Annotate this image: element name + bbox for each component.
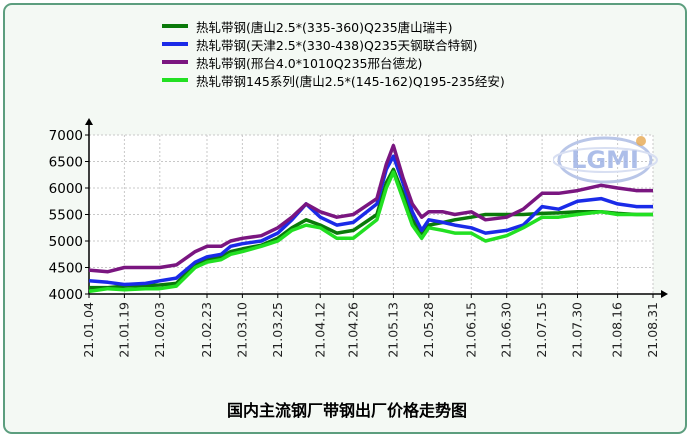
legend-swatch (162, 60, 188, 64)
series-line-4 (88, 170, 653, 294)
y-tick-label: 6500 (49, 155, 83, 171)
x-tick-label: 21.04.12 (312, 302, 327, 358)
x-tick-label: 21.07.30 (569, 302, 584, 358)
y-tick-label: 7000 (49, 128, 83, 144)
x-tick-label: 21.06.15 (463, 302, 478, 358)
x-tick-label: 21.05.13 (385, 302, 400, 358)
legend-swatch (162, 78, 188, 82)
legend-swatch (162, 42, 188, 46)
x-tick-label: 21.01.04 (81, 302, 96, 358)
legend-label: 热轧带钢(唐山2.5*(335-360)Q235唐山瑞丰) (196, 19, 453, 35)
legend-item-2: 热轧带钢(天津2.5*(330-438)Q235天钢联合特钢) (162, 35, 478, 53)
x-tick-label: 21.03.10 (234, 302, 249, 358)
legend-item-3: 热轧带钢(邢台4.0*1010Q235邢台德龙) (162, 53, 422, 71)
x-tick-label: 21.03.25 (270, 302, 285, 358)
legend-item-1: 热轧带钢(唐山2.5*(335-360)Q235唐山瑞丰) (162, 17, 453, 35)
legend-swatch (162, 24, 188, 28)
legend-label: 热轧带钢145系列(唐山2.5*(145-162)Q195-235经安) (196, 73, 505, 89)
y-axis-arrow (85, 118, 93, 125)
x-tick-label: 21.05.28 (421, 302, 436, 358)
legend-label: 热轧带钢(邢台4.0*1010Q235邢台德龙) (196, 55, 423, 71)
x-tick-label: 21.01.19 (116, 302, 131, 358)
x-axis-arrow (661, 290, 668, 298)
series-line-3 (88, 143, 653, 274)
x-tick-label: 21.08.31 (645, 302, 660, 358)
chart-frame: 4000 4500 5000 5500 6000 6500 7000 21.01.04 21.0… (3, 3, 687, 434)
x-tick-label: 21.04.26 (345, 302, 360, 358)
y-tick-label: 5000 (49, 234, 83, 250)
lgmi-logo: LGMI (552, 131, 663, 189)
x-tick-label: 21.02.03 (152, 302, 167, 358)
y-tick-label: 5500 (49, 208, 83, 224)
x-tick-label: 21.06.30 (499, 302, 514, 358)
legend-item-4: 热轧带钢145系列(唐山2.5*(145-162)Q195-235经安) (162, 71, 505, 89)
x-tick-label: 21.07.15 (534, 302, 549, 358)
chart-title: 国内主流钢厂带钢出厂价格走势图 (226, 401, 467, 420)
y-tick-label: 6000 (49, 181, 83, 197)
svg-text:LGMI: LGMI (571, 146, 639, 174)
y-tick-label: 4000 (49, 287, 83, 303)
x-tick-label: 21.08.16 (610, 302, 625, 358)
y-tick-label: 4500 (49, 261, 83, 277)
legend-label: 热轧带钢(天津2.5*(330-438)Q235天钢联合特钢) (196, 37, 478, 53)
x-tick-label: 21.02.23 (199, 302, 214, 358)
